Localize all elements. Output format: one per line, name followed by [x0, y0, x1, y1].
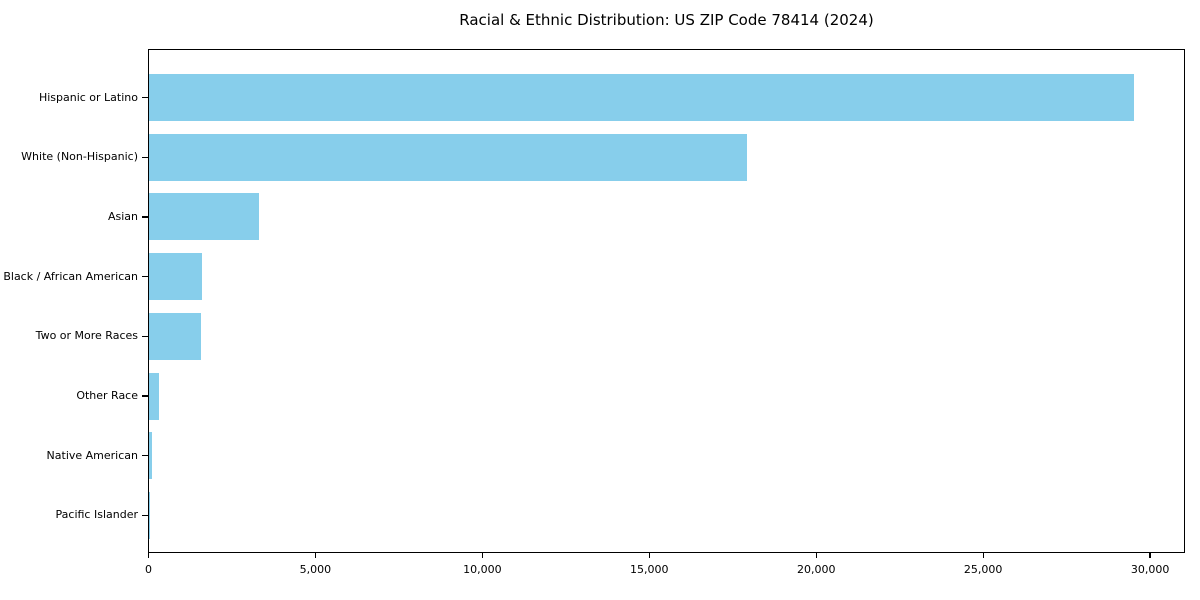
- bar-two-or-more-races: [149, 312, 201, 360]
- y-tick-label: Pacific Islander: [55, 508, 138, 522]
- x-tick-label: 30,000: [1130, 563, 1170, 576]
- y-tick-mark: [142, 335, 148, 337]
- bar-other-race: [149, 372, 159, 420]
- bar-native-american: [149, 432, 152, 480]
- bar-black-african-american: [149, 253, 202, 301]
- x-tick-label: 20,000: [796, 563, 836, 576]
- x-tick-mark: [815, 553, 817, 558]
- x-tick-label: 0: [145, 563, 152, 576]
- x-tick-mark: [147, 553, 150, 558]
- y-tick-label: Other Race: [76, 389, 138, 403]
- bar-white-non-hispanic: [149, 133, 747, 181]
- x-tick-label: 10,000: [463, 563, 502, 576]
- y-tick-mark: [142, 514, 148, 517]
- x-tick-label: 25,000: [963, 563, 1003, 576]
- y-tick-mark: [142, 216, 148, 218]
- x-tick-mark: [982, 553, 984, 558]
- y-tick-mark: [142, 395, 148, 397]
- y-tick-label: Native American: [46, 448, 138, 462]
- x-tick-label: 15,000: [630, 563, 669, 576]
- chart-title: Racial & Ethnic Distribution: US ZIP Cod…: [459, 11, 874, 29]
- y-tick-mark: [142, 96, 148, 99]
- y-tick-mark: [142, 275, 148, 278]
- x-tick-label: 5,000: [299, 563, 332, 576]
- y-tick-label: Hispanic or Latino: [38, 90, 138, 104]
- bar-hispanic-or-latino: [149, 74, 1134, 121]
- y-tick-mark: [142, 156, 148, 158]
- bar-asian: [149, 193, 259, 241]
- y-tick-label: Asian: [107, 209, 138, 223]
- y-tick-label: Black / African American: [3, 269, 138, 283]
- x-tick-mark: [481, 553, 484, 558]
- x-tick-mark: [1149, 553, 1151, 558]
- y-tick-label: White (Non-Hispanic): [21, 150, 138, 164]
- plot-area: [148, 49, 1185, 553]
- bar-pacific-islander: [149, 491, 150, 539]
- y-tick-label: Two or More Races: [35, 329, 138, 343]
- y-tick-mark: [142, 455, 148, 457]
- x-tick-mark: [314, 553, 317, 558]
- x-tick-mark: [648, 553, 650, 558]
